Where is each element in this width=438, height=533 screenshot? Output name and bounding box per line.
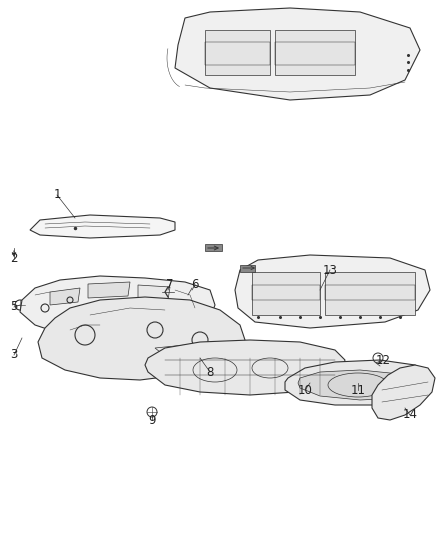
Polygon shape [20, 276, 215, 338]
Polygon shape [38, 297, 245, 380]
Polygon shape [285, 360, 432, 405]
Polygon shape [88, 282, 130, 298]
Text: 5: 5 [11, 301, 18, 313]
Text: 14: 14 [403, 408, 417, 422]
FancyBboxPatch shape [205, 244, 222, 251]
Text: 9: 9 [148, 414, 156, 426]
Polygon shape [175, 8, 420, 100]
Polygon shape [372, 365, 435, 420]
Text: 8: 8 [206, 366, 214, 378]
Polygon shape [30, 215, 175, 238]
Polygon shape [275, 30, 355, 75]
Polygon shape [138, 285, 170, 300]
Polygon shape [50, 288, 80, 305]
Text: 10: 10 [297, 384, 312, 397]
Polygon shape [205, 30, 270, 75]
Text: 1: 1 [53, 189, 61, 201]
Polygon shape [145, 340, 345, 395]
Text: 11: 11 [350, 384, 365, 397]
Text: 6: 6 [191, 279, 199, 292]
Polygon shape [252, 272, 320, 315]
Polygon shape [298, 370, 420, 400]
Text: 12: 12 [375, 353, 391, 367]
Polygon shape [325, 272, 415, 315]
Text: 3: 3 [11, 349, 18, 361]
FancyBboxPatch shape [240, 265, 255, 272]
Text: 13: 13 [322, 263, 337, 277]
Text: 2: 2 [10, 252, 18, 264]
Polygon shape [235, 255, 430, 328]
Text: 7: 7 [166, 279, 174, 292]
